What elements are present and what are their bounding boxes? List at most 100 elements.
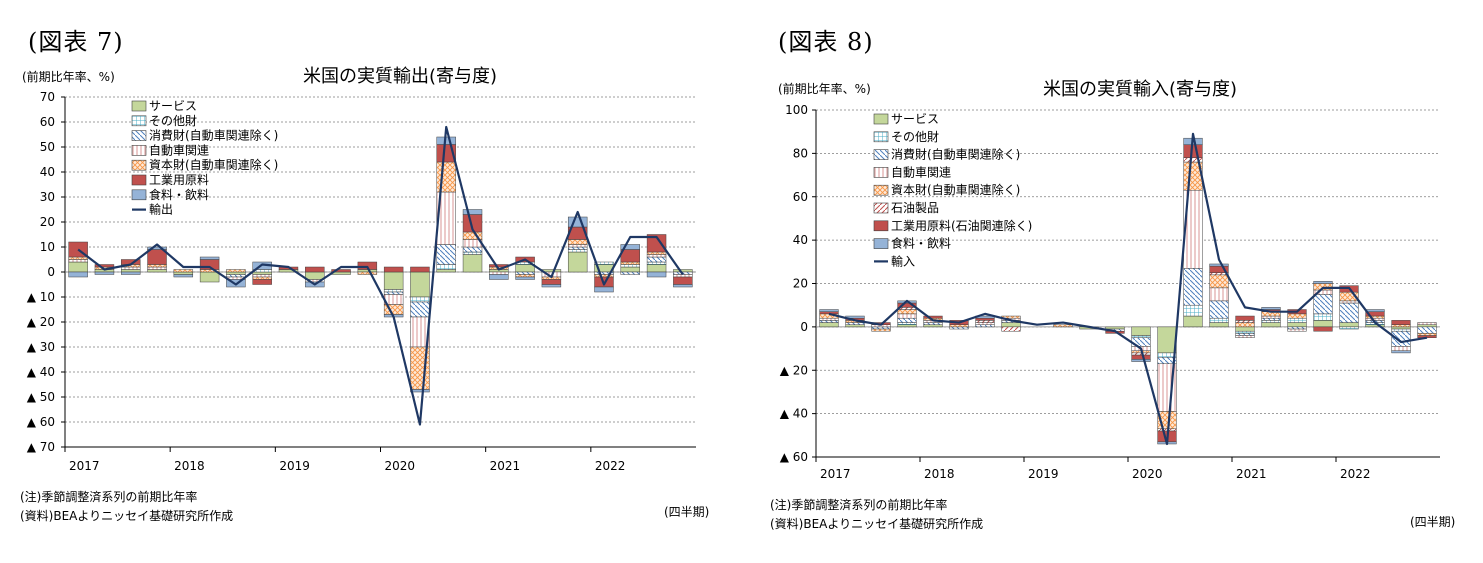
bar-series-6-2017Q2: [94, 271, 115, 275]
bar-series-6-2018Q1: [923, 315, 943, 319]
figure-label: (図表 7): [28, 28, 124, 56]
bar-series-4-2022Q2: [620, 261, 640, 265]
legend-label: 資本財(自動車関連除く): [891, 182, 1020, 197]
bar-series-4-2019Q4: [357, 271, 378, 275]
legend-label: 消費財(自動車関連除く): [149, 128, 278, 143]
legend-label: 工業用原料: [149, 173, 209, 187]
bar-series-4-2018Q2: [949, 324, 969, 328]
y-tick-label: 60: [793, 190, 808, 204]
legend-label: 石油製品: [891, 201, 939, 215]
bar-series-4-2017Q3: [871, 328, 891, 332]
bar-series-6-2022Q2: [620, 244, 640, 250]
chart-source: (資料)BEAよりニッセイ基礎研究所作成: [770, 517, 984, 531]
bar-series-2-2018Q3: [226, 274, 246, 278]
bar-series-5-2017Q4: [147, 249, 167, 265]
bar-series-0-2019Q2: [305, 271, 325, 280]
bar-series-7-2022Q3: [1391, 350, 1411, 354]
bar-series-4-2019Q2: [1053, 324, 1073, 328]
bar-series-2-2018Q3: [975, 324, 995, 328]
legend-swatch: [873, 167, 889, 178]
bar-series-7-2021Q2: [1261, 307, 1281, 310]
bar-series-2-2022Q2: [620, 271, 640, 275]
bar-series-0-2018Q4: [1001, 322, 1021, 328]
chart-title: 米国の実質輸出(寄与度): [302, 66, 498, 87]
bar-series-6-2022Q4: [673, 284, 693, 288]
legend-label: 輸出: [149, 202, 173, 217]
bar-series-7-2020Q1: [1131, 359, 1151, 362]
bar-series-0-2021Q1: [1235, 326, 1255, 332]
bar-series-2-2020Q2: [410, 301, 430, 318]
legend-label: 食料・飲料: [891, 236, 951, 251]
bar-series-5-2020Q1: [383, 266, 404, 273]
bar-series-3-2018Q3: [975, 322, 995, 325]
legend-swatch: [131, 174, 147, 186]
bar-series-2-2018Q1: [923, 322, 943, 325]
bar-series-0-2020Q4: [1209, 322, 1229, 328]
x-tick-label: 2017: [820, 467, 851, 481]
chart-note: (注)季節調整済系列の前期比年率: [20, 490, 198, 504]
bar-series-6-2022Q4: [1417, 335, 1437, 338]
legend-label: その他財: [891, 129, 939, 144]
bar-series-0-2022Q1: [1339, 322, 1359, 328]
bar-series-2-2017Q3: [871, 326, 891, 330]
bar-series-0-2020Q2: [1157, 326, 1177, 354]
bar-series-3-2022Q3: [646, 254, 667, 258]
bar-series-2-2021Q1: [1235, 333, 1255, 336]
y-tick-label: ▲ 40: [780, 407, 808, 421]
bar-series-3-2022Q4: [673, 274, 693, 278]
legend-label: 食料・飲料: [149, 187, 209, 202]
bar-series-5-2018Q4: [252, 279, 272, 285]
y-tick-label: 50: [40, 140, 55, 154]
chart-note: (注)季節調整済系列の前期比年率: [770, 498, 948, 512]
legend-label: サービス: [149, 99, 197, 113]
x-tick-label: 2019: [279, 459, 310, 473]
bar-series-0-2020Q1: [1131, 326, 1151, 336]
legend-label: 自動車関連: [149, 143, 209, 157]
bar-series-0-2019Q4: [357, 269, 378, 273]
x-tick-label: 2020: [385, 459, 416, 473]
bar-series-3-2021Q1: [1235, 335, 1255, 338]
bar-series-2-2020Q4: [1209, 300, 1229, 319]
bar-series-6-2017Q4: [147, 246, 167, 250]
bar-series-4-2022Q4: [1417, 333, 1437, 336]
bar-series-4-2021Q3: [1287, 313, 1307, 319]
legend-swatch: [131, 115, 147, 127]
bar-series-0-2018Q2: [199, 271, 220, 283]
legend-label: サービス: [891, 112, 939, 126]
bar-series-0-2022Q2: [620, 266, 640, 273]
y-tick-label: 30: [40, 190, 55, 204]
bar-series-6-2022Q3: [646, 271, 667, 278]
bar-series-4-2021Q4: [567, 239, 588, 245]
y-tick-label: 0: [47, 265, 55, 279]
bar-series-7-2022Q2: [1365, 309, 1385, 312]
bar-series-4-2021Q2: [515, 274, 535, 278]
bar-series-4-2017Q4: [147, 264, 167, 268]
x-tick-label: 2017: [69, 459, 100, 473]
x-tick-label: 2022: [1340, 467, 1371, 481]
y-tick-label: 0: [800, 320, 808, 334]
y-tick-label: ▲ 50: [27, 390, 55, 404]
bar-series-0-2022Q4: [1417, 324, 1437, 328]
y-tick-label: ▲ 40: [27, 365, 55, 379]
bar-series-3-2021Q4: [567, 244, 588, 248]
bar-series-3-2017Q4: [897, 313, 917, 319]
chart-title: 米国の実質輸入(寄与度): [1042, 79, 1238, 100]
legend-label: 消費財(自動車関連除く): [891, 147, 1020, 162]
bar-series-4-2020Q3: [436, 161, 456, 193]
bar-series-6-2021Q4: [1313, 326, 1333, 332]
bar-series-5-2022Q2: [620, 249, 640, 263]
bar-series-1-2020Q1: [383, 289, 404, 293]
y-tick-label: ▲ 60: [27, 415, 55, 429]
period-label: (四半期): [664, 505, 710, 519]
bar-series-6-2020Q2: [410, 389, 430, 393]
x-tick-label: 2018: [174, 459, 205, 473]
line-exports: [77, 125, 684, 426]
bar-series-2-2020Q3: [1183, 268, 1203, 306]
legend-swatch: [131, 145, 147, 156]
bar-series-4-2018Q4: [252, 276, 272, 280]
bar-series-2-2020Q3: [436, 244, 456, 265]
bar-series-5-2020Q1: [1131, 352, 1151, 356]
bar-series-7-2020Q4: [1209, 263, 1229, 267]
bar-series-0-2021Q3: [1287, 322, 1307, 328]
bar-series-0-2020Q2: [410, 271, 430, 298]
